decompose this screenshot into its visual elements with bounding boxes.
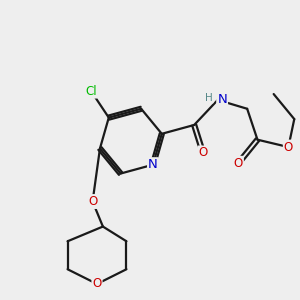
Text: N: N	[148, 158, 158, 171]
Text: O: O	[198, 146, 208, 159]
Text: O: O	[284, 141, 293, 154]
Text: O: O	[88, 195, 97, 208]
Text: Cl: Cl	[85, 85, 97, 98]
Text: N: N	[217, 93, 227, 106]
Text: O: O	[92, 278, 102, 290]
Text: H: H	[205, 93, 213, 103]
Text: O: O	[234, 157, 243, 170]
